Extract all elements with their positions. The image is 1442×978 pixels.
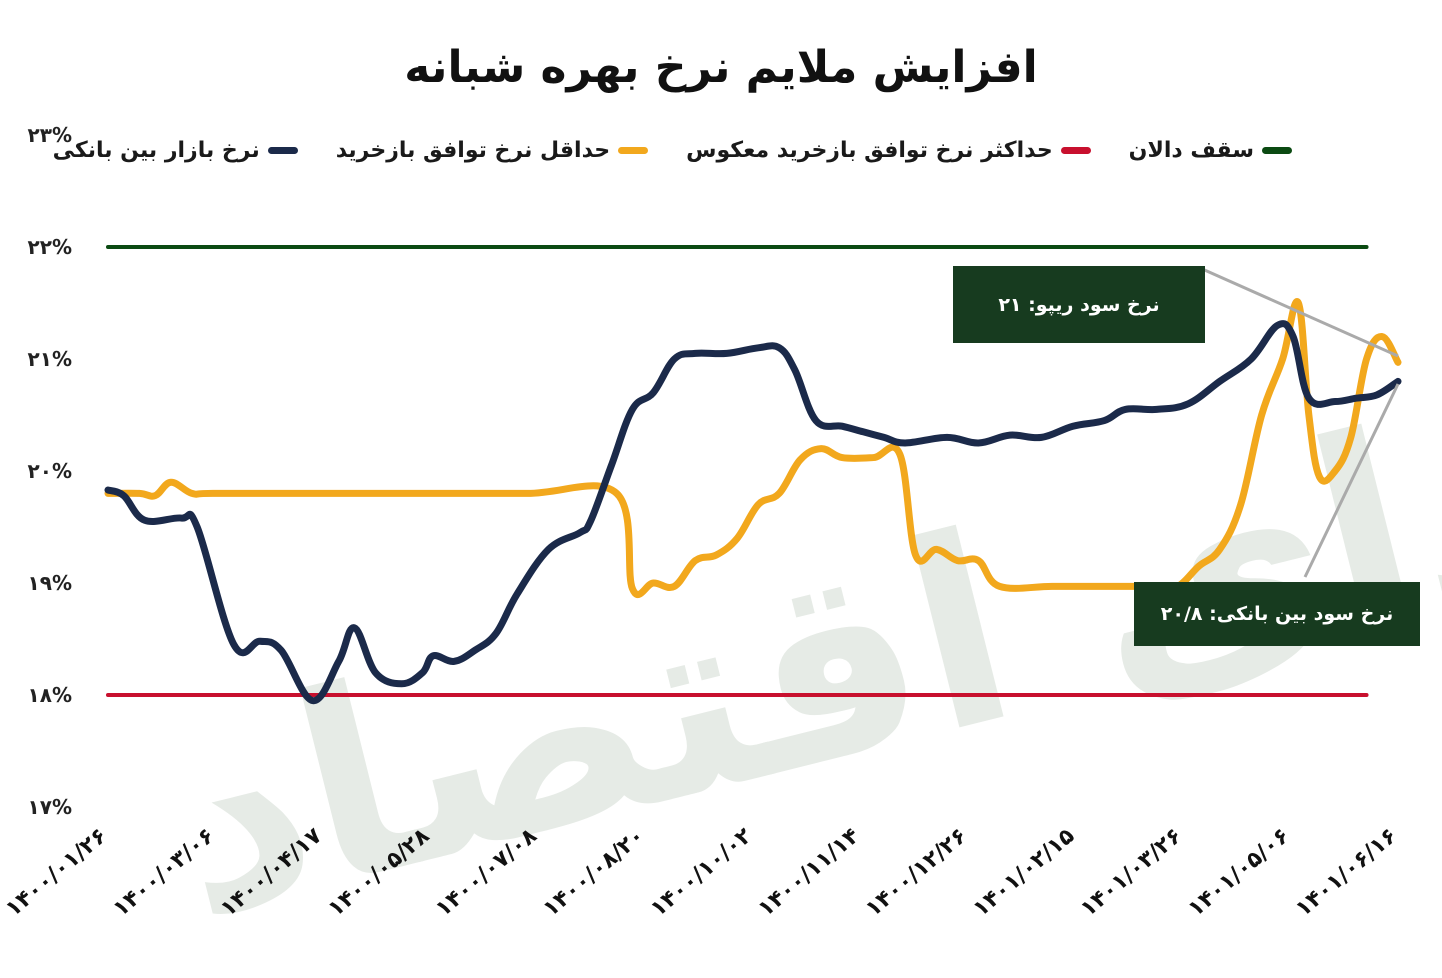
series-min-repo	[104, 298, 1402, 599]
legend-item-min-repo: حداقل نرخ توافق بازخرید	[335, 138, 649, 163]
legend-swatch	[618, 147, 649, 154]
x-tick-label: ۱۴۰۱/۰۵/۰۶	[1184, 823, 1295, 922]
series-interbank	[104, 320, 1402, 705]
legend-item-interbank: نرخ بازار بین بانکی	[53, 138, 298, 163]
legend-item-max-reverse-repo: حداکثر نرخ توافق بازخرید معکوس	[686, 138, 1091, 163]
x-tick-label: ۱۴۰۱/۰۳/۲۶	[1076, 823, 1187, 922]
y-tick-label: ۲۰%	[28, 459, 72, 483]
legend-swatch	[1060, 147, 1091, 154]
legend-label: حداکثر نرخ توافق بازخرید معکوس	[686, 138, 1053, 163]
legend: سقف دالان حداکثر نرخ توافق بازخرید معکوس…	[53, 138, 1292, 163]
legend-label: سقف دالان	[1128, 138, 1254, 163]
callout-leader-interbank	[1303, 383, 1400, 578]
y-tick-label: ۱۹%	[28, 571, 72, 595]
x-tick-label: ۱۴۰۰/۰۷/۰۸	[431, 823, 542, 922]
legend-label: نرخ بازار بین بانکی	[52, 138, 260, 163]
y-tick-label: ۱۸%	[28, 683, 72, 707]
x-tick-label: ۱۴۰۰/۱۰/۰۲	[646, 823, 757, 922]
x-tick-label: ۱۴۰۰/۰۸/۲۰	[539, 823, 650, 922]
x-tick-label: ۱۴۰۱/۰۲/۱۵	[969, 823, 1080, 922]
y-tick-label: ۱۷%	[28, 795, 72, 819]
callout-repo-rate: نرخ سود ریپو: ۲۱	[953, 266, 1205, 343]
x-tick-label: ۱۴۰۱/۰۶/۱۶	[1291, 823, 1402, 922]
y-tick-label: ۲۲%	[28, 235, 72, 259]
callout-leader-repo	[1199, 266, 1399, 358]
y-tick-label: ۲۱%	[28, 347, 72, 371]
legend-label: حداقل نرخ توافق بازخرید	[335, 138, 611, 163]
x-tick-label: ۱۴۰۰/۰۳/۰۶	[109, 823, 220, 922]
x-tick-label: ۱۴۰۰/۰۱/۲۶	[1, 823, 112, 922]
x-tick-label: ۱۴۰۰/۰۴/۱۷	[216, 823, 327, 922]
legend-swatch	[267, 147, 298, 154]
x-tick-label: ۱۴۰۰/۰۵/۲۸	[324, 823, 435, 922]
legend-swatch	[1262, 147, 1292, 154]
y-tick-label: ۲۳%	[28, 123, 72, 147]
x-tick-label: ۱۴۰۰/۱۲/۲۶	[861, 823, 972, 922]
callout-interbank-rate: نرخ سود بین بانکی: ۲۰/۸	[1134, 582, 1420, 646]
x-tick-label: ۱۴۰۰/۱۱/۱۴	[754, 823, 865, 922]
legend-item-corridor-ceiling: سقف دالان	[1129, 138, 1292, 163]
chart-title: افزایش ملایم نرخ بهره شبانه	[404, 42, 1038, 93]
